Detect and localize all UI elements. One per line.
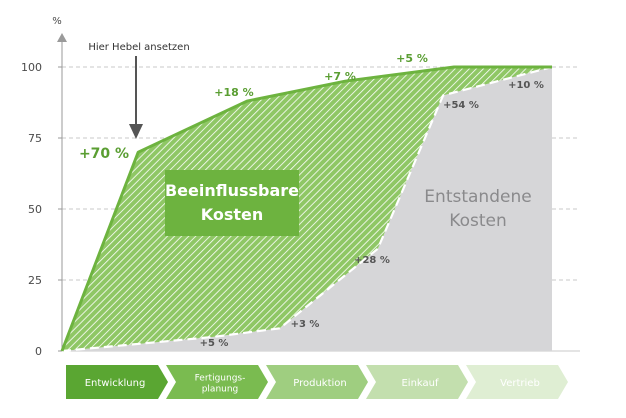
- influence-increment-label: +7 %: [324, 70, 356, 83]
- phase-chevron: [66, 365, 168, 399]
- phase-label: Entwicklung: [85, 378, 146, 389]
- y-tick-label: 25: [28, 274, 42, 287]
- y-tick-label: 75: [28, 132, 42, 145]
- influenceable-costs-line: [60, 65, 552, 352]
- influence-increment-label: +5 %: [396, 52, 428, 65]
- influenceable-costs-label-box: [165, 170, 299, 236]
- incurred-costs-line: [61, 65, 553, 353]
- phase-chevron: [466, 365, 568, 399]
- incurred-increment-label: +5 %: [200, 338, 229, 349]
- y-tick-label: 100: [21, 61, 42, 74]
- influence-increment-label: +18 %: [214, 86, 253, 99]
- incurred-costs-label: Entstandene Kosten: [424, 187, 531, 231]
- incurred-increment-label: +10 %: [508, 80, 544, 91]
- y-tick-label: 50: [28, 203, 42, 216]
- incurred-increment-label: +28 %: [354, 255, 390, 266]
- down-arrow-icon: [129, 124, 143, 139]
- incurred-costs-area: [62, 67, 552, 351]
- y-unit-label: %: [52, 16, 62, 27]
- influenceable-costs-label: Beeinflussbare Kosten: [165, 181, 299, 224]
- incurred-increment-label: +54 %: [443, 100, 479, 111]
- y-tick-label: 0: [35, 345, 42, 358]
- phase-chevron: [166, 365, 268, 399]
- phase-chevron: [266, 365, 368, 399]
- incurred-increment-label: +3 %: [291, 319, 320, 330]
- influence-increment-label: +70 %: [79, 146, 129, 162]
- y-axis-arrow-icon: [57, 33, 67, 42]
- phase-label: Fertigungs-planung: [195, 374, 246, 395]
- phase-label: Einkauf: [401, 378, 439, 389]
- phase-label: Produktion: [293, 378, 347, 389]
- pointer-label: Hier Hebel ansetzen: [88, 42, 189, 53]
- phase-chevron: [366, 365, 468, 399]
- influenceable-costs-area: [62, 67, 552, 351]
- phase-label: Vertrieb: [500, 378, 540, 389]
